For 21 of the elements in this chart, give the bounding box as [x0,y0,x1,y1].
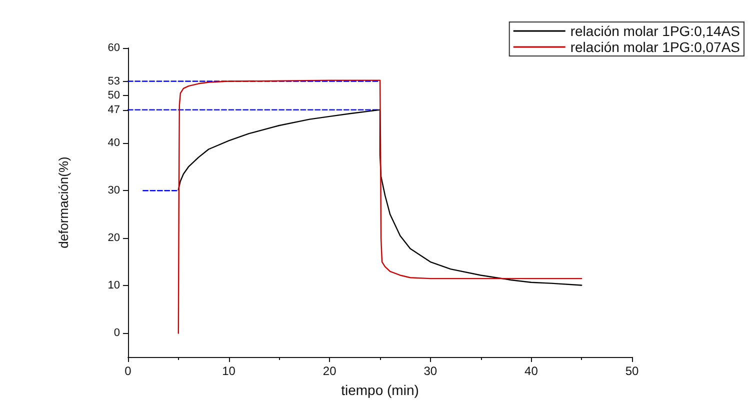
y-tick-label: 10 [108,280,120,292]
y-tick-label: 60 [108,42,120,54]
line-series [178,109,582,286]
x-tick-label: 0 [124,364,132,378]
legend-label: relación molar 1PG:0,07AS [570,39,740,55]
x-tick-label: 40 [524,364,538,378]
x-tick-label: 30 [424,364,438,378]
y-tick-label: 53 [108,75,120,88]
x-tick-label: 50 [625,364,639,378]
y-axis-title: deformación(%) [56,156,71,248]
y-tick-label: 50 [108,90,120,102]
y-tick-label: 30 [108,184,120,197]
y-tick-label: 47 [108,104,120,116]
y-tick-label: 20 [108,232,120,244]
line-series [178,80,582,334]
x-tick-label: 10 [222,364,236,378]
x-axis-title: tiempo (min) [341,382,419,398]
x-tick-label: 20 [322,364,337,378]
legend-label: relación molar 1PG:0,14AS [570,23,740,39]
y-tick-label: 40 [108,137,120,150]
y-tick-label: 0 [114,327,120,340]
